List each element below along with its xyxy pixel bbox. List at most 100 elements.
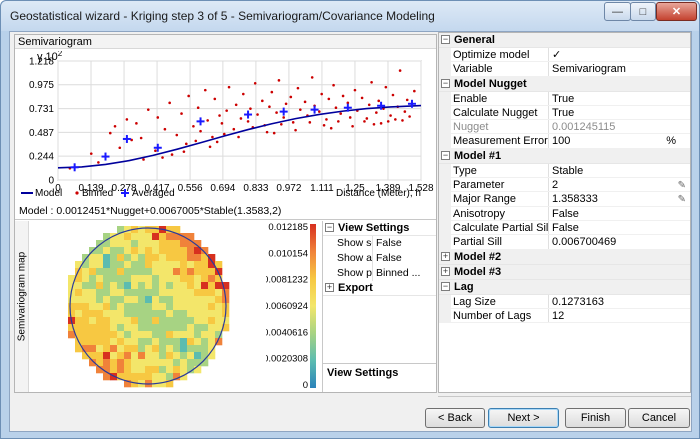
section-general[interactable]: − General	[439, 33, 690, 48]
binned-point	[299, 108, 302, 111]
property-value[interactable]: Stable	[552, 164, 584, 177]
expand-toggle[interactable]: +	[325, 282, 334, 292]
binned-point	[291, 121, 295, 124]
view-setting-name: Show poi...	[323, 266, 373, 281]
property-row-major-range[interactable]: Major Range 1.358333 ✎	[439, 192, 690, 207]
binned-point	[272, 131, 276, 135]
averaged-point	[377, 101, 386, 110]
x-tick-label: 1.389	[375, 183, 400, 194]
binned-point	[394, 118, 397, 121]
property-row-calculate-nugget[interactable]: Calculate Nugget True	[439, 105, 690, 121]
property-value[interactable]: 100	[552, 135, 571, 148]
binned-point	[280, 123, 283, 126]
x-tick-label: 0.139	[79, 183, 104, 194]
collapse-toggle[interactable]: −	[441, 77, 450, 88]
maximize-icon: □	[639, 5, 647, 18]
collapse-toggle[interactable]: −	[441, 149, 450, 160]
model-line	[57, 104, 422, 169]
section-title: General	[454, 34, 495, 46]
section-lag[interactable]: − Lag	[439, 279, 690, 295]
section-model-3[interactable]: + Model #3	[439, 264, 690, 280]
property-value[interactable]: False	[552, 207, 579, 220]
binned-point	[170, 153, 174, 156]
export-header[interactable]: + Export	[323, 281, 436, 296]
colorbar-label: 0	[303, 380, 308, 390]
property-row-partial-sill[interactable]: Partial Sill 0.006700469	[439, 235, 690, 250]
property-row-calculate-partial-sill[interactable]: Calculate Partial Sill False	[439, 220, 690, 236]
view-setting-row[interactable]: Show all l...False	[323, 251, 436, 266]
expand-toggle[interactable]: +	[441, 250, 450, 261]
view-setting-row[interactable]: Show se...False	[323, 236, 436, 251]
next-button[interactable]: Next >	[488, 408, 559, 428]
property-row-optimize-model[interactable]: Optimize model ✓	[439, 48, 690, 63]
view-setting-value[interactable]: Binned ...	[376, 267, 420, 279]
binned-point	[329, 126, 333, 130]
binned-point	[163, 127, 167, 131]
title-bar[interactable]: Geostatistical wizard - Kriging step 3 o…	[1, 1, 699, 31]
property-row-enable[interactable]: Enable True	[439, 91, 690, 106]
colorbar-label: 0.0060924	[266, 301, 308, 312]
property-row-anisotropy[interactable]: Anisotropy False	[439, 206, 690, 221]
section-title: Model #3	[454, 265, 502, 278]
property-row-measurement-error[interactable]: Measurement Error 100%	[439, 134, 690, 149]
binned-point	[275, 111, 278, 114]
property-value[interactable]: 0.1273163	[552, 295, 604, 308]
section-title: Model #1	[454, 149, 502, 162]
property-value[interactable]: False	[552, 221, 579, 234]
property-row-nugget[interactable]: Nugget 0.001245115	[439, 120, 690, 135]
x-tick-label: 0.278	[112, 183, 137, 194]
property-row-parameter[interactable]: Parameter 2 ✎	[439, 178, 690, 193]
binned-point	[192, 124, 195, 128]
property-value[interactable]: 12	[552, 309, 565, 322]
binned-point	[303, 100, 307, 104]
optimize-icon[interactable]: ✓	[552, 49, 562, 61]
finish-button[interactable]: Finish	[565, 408, 626, 428]
property-value[interactable]: 2	[552, 179, 559, 192]
binned-point	[277, 79, 281, 82]
pencil-icon[interactable]: ✎	[677, 194, 686, 206]
binned-point	[408, 115, 411, 118]
semivariogram-chart[interactable]: 0 0.139 0.278 0.417 0.556 0.694 0.833 0.972 1.11…	[15, 51, 436, 201]
property-row-variable[interactable]: Variable Semivariogram	[439, 62, 690, 77]
row-gutter	[439, 134, 451, 148]
binned-point	[322, 123, 326, 127]
colorbar-label: 0.0081232	[266, 275, 308, 286]
view-setting-value[interactable]: False	[376, 252, 402, 264]
cancel-button[interactable]: Cancel	[628, 408, 690, 428]
view-settings-header[interactable]: − View Settings	[323, 221, 436, 236]
property-row-number-of-lags[interactable]: Number of Lags 12	[439, 308, 690, 324]
property-value[interactable]: 0.006700469	[552, 236, 617, 249]
section-model-1[interactable]: − Model #1	[439, 148, 690, 164]
section-model-2[interactable]: + Model #2	[439, 249, 690, 265]
binned-point	[386, 120, 390, 123]
binned-point	[375, 111, 378, 114]
binned-point	[246, 120, 250, 123]
view-setting-row[interactable]: Show poi...Binned ...	[323, 266, 436, 281]
semivariogram-map[interactable]	[30, 222, 266, 390]
binned-point	[308, 121, 312, 124]
close-button[interactable]: ✕	[656, 2, 697, 21]
maximize-button[interactable]: □	[630, 2, 656, 21]
binned-point	[389, 114, 392, 117]
pencil-icon[interactable]: ✎	[677, 180, 686, 192]
property-value[interactable]: 1.358333	[552, 193, 598, 206]
property-value[interactable]: True	[552, 106, 575, 119]
row-gutter	[439, 120, 451, 134]
section-model-nugget[interactable]: − Model Nugget	[439, 76, 690, 92]
property-row-lag-size[interactable]: Lag Size 0.1273163	[439, 294, 690, 309]
collapse-toggle[interactable]: −	[325, 222, 334, 232]
back-button[interactable]: < Back	[425, 408, 485, 428]
collapse-toggle[interactable]: −	[441, 34, 450, 44]
expand-toggle[interactable]: +	[441, 265, 450, 276]
divider	[323, 363, 436, 364]
view-setting-name: Show all l...	[323, 251, 373, 266]
binned-point	[332, 83, 335, 87]
property-row-type[interactable]: Type Stable	[439, 163, 690, 179]
y-tick-label: 0.731	[29, 104, 54, 115]
minimize-button[interactable]: —	[604, 2, 631, 21]
property-value[interactable]: True	[552, 92, 575, 105]
property-value[interactable]: Semivariogram	[552, 63, 626, 76]
y-tick-label: 1.218	[29, 57, 54, 68]
collapse-toggle[interactable]: −	[441, 280, 450, 291]
view-setting-value[interactable]: False	[376, 237, 402, 249]
